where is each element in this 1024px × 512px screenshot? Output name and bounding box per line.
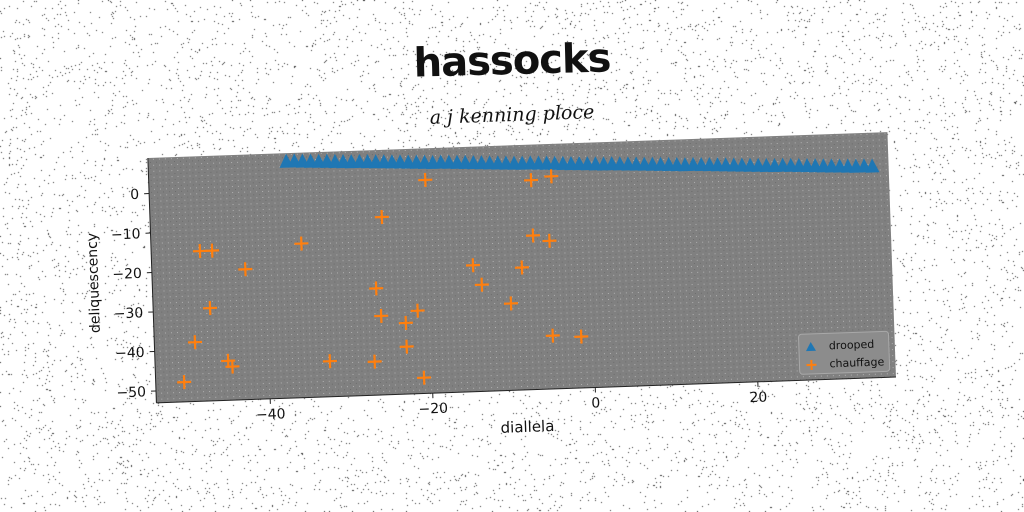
point-chauffage [574, 329, 589, 344]
point-chauffage [524, 173, 539, 188]
point-chauffage [225, 359, 240, 374]
point-chauffage [205, 243, 220, 258]
point-chauffage [294, 236, 309, 251]
point-chauffage [369, 281, 384, 296]
point-chauffage [177, 375, 192, 390]
y-axis-label: deliquescency [84, 233, 103, 334]
point-chauffage [542, 233, 557, 248]
point-chauffage [418, 172, 433, 187]
legend: drooped chauffage [798, 330, 891, 375]
point-chauffage [374, 308, 389, 323]
x-axis-label: diallela [500, 417, 554, 437]
point-chauffage [187, 335, 203, 350]
x-axis-line [156, 376, 896, 404]
point-chauffage [514, 260, 529, 275]
point-chauffage [465, 258, 481, 273]
point-chauffage [399, 339, 414, 354]
point-chauffage [525, 228, 541, 243]
point-chauffage [410, 303, 425, 318]
point-chauffage [545, 328, 560, 343]
legend-marker-drooped [806, 341, 816, 352]
x-tick-label: 20 [749, 390, 767, 407]
legend-box [798, 330, 891, 375]
point-chauffage [474, 277, 489, 292]
point-chauffage [367, 354, 382, 369]
point-drooped [865, 158, 880, 173]
point-chauffage [398, 315, 413, 330]
y-tick-label: −30 [113, 305, 143, 322]
point-chauffage [238, 262, 253, 277]
y-tick-label: −20 [112, 266, 142, 283]
y-axis-line [147, 157, 157, 403]
x-tick-label: −40 [256, 406, 286, 423]
x-tick-label: 0 [591, 395, 600, 411]
x-tick-label: −20 [418, 401, 448, 418]
y-tick-label: −10 [111, 226, 141, 243]
point-chauffage [544, 169, 559, 184]
point-chauffage [503, 296, 518, 311]
y-tick-label: −40 [115, 345, 145, 362]
point-chauffage [192, 244, 207, 259]
y-tick-label: −50 [116, 384, 146, 401]
point-chauffage [203, 301, 218, 316]
y-tick-label: 0 [130, 187, 139, 203]
legend-label-drooped: drooped [829, 338, 875, 353]
point-chauffage [374, 210, 389, 225]
point-chauffage [417, 370, 432, 385]
legend-label-chauffage: chauffage [829, 355, 884, 370]
point-chauffage [322, 354, 337, 369]
legend-marker-chauffage [806, 359, 817, 370]
